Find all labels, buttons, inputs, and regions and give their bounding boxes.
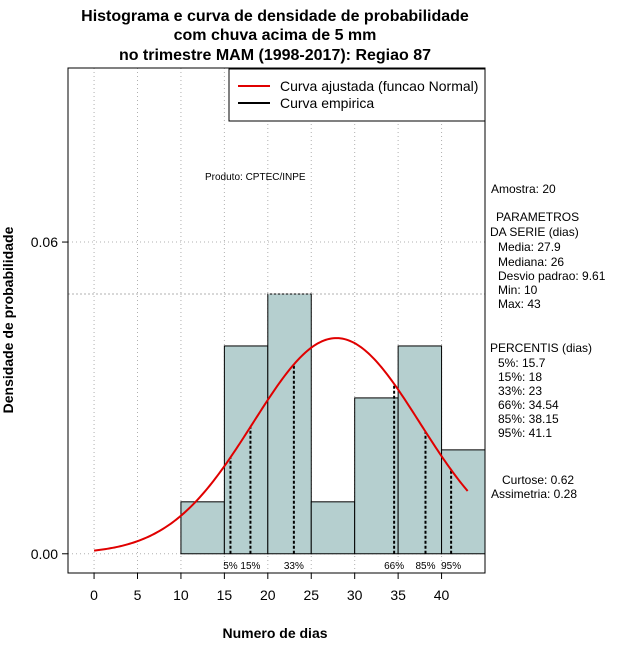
histogram-bar-3	[310, 501, 356, 555]
stat-p95: 95%: 41.1	[498, 426, 552, 440]
x-tick-label-5: 25	[303, 587, 319, 603]
x-axis-label: Numero de dias	[222, 625, 327, 641]
legend-fitted-label: Curva ajustada (funcao Normal)	[280, 78, 478, 94]
stat-percentis-title: PERCENTIS (dias)	[490, 341, 592, 355]
x-tick-label-3: 15	[217, 587, 233, 603]
x-tick-label-7: 35	[390, 587, 406, 603]
plot-frame	[67, 67, 486, 574]
legend-box	[228, 68, 486, 122]
stat-p85: 85%: 38.15	[498, 412, 559, 426]
x-tick-label-4: 20	[260, 587, 276, 603]
stat-sample: Amostra: 20	[491, 182, 556, 196]
stat-min: Min: 10	[498, 283, 538, 297]
stat-p33: 33%: 23	[498, 384, 542, 398]
percentile-label-3: 66%	[384, 561, 404, 572]
histogram-bar-4	[354, 397, 399, 555]
chart-title-line-3: no trimestre MAM (1998-2017): Regiao 87	[119, 47, 431, 64]
stat-params-title-1: PARAMETROS	[496, 210, 579, 224]
stat-media: Media: 27.9	[498, 240, 561, 254]
stat-p66: 66%: 34.54	[498, 398, 559, 412]
stat-curtose: Curtose: 0.62	[502, 473, 574, 487]
histogram-bar-2	[267, 293, 312, 555]
percentile-label-4: 85%	[415, 561, 435, 572]
legend: Curva ajustada (funcao Normal) Curva emp…	[228, 68, 486, 122]
percentile-label-2: 33%	[284, 561, 304, 572]
stat-desvio: Desvio padrao: 9.61	[498, 269, 606, 283]
stats-panel: Amostra: 20 PARAMETROS DA SERIE (dias) M…	[490, 182, 606, 501]
stat-mediana: Mediana: 26	[498, 255, 564, 269]
bars-layer	[180, 293, 486, 555]
stat-assimetria: Assimetria: 0.28	[491, 487, 577, 501]
percentile-label-1: 15%	[240, 561, 260, 572]
x-tick-label-0: 0	[90, 587, 98, 603]
fitted-normal-curve	[93, 337, 469, 552]
y-axis-label: Densidade de probabilidade	[0, 226, 16, 413]
legend-empirical-label: Curva empirica	[280, 95, 374, 111]
chart-title-line-1: Histograma e curva de densidade de proba…	[81, 8, 469, 25]
stat-p5: 5%: 15.7	[498, 356, 546, 370]
x-tick-label-1: 5	[134, 587, 142, 603]
stat-params-title-2: DA SERIE (dias)	[490, 225, 579, 239]
histogram-bar-5	[397, 345, 443, 555]
stat-p15: 15%: 18	[498, 370, 542, 384]
percentile-layer: 5% 15% 33% 66% 85% 95%	[223, 364, 461, 572]
x-tick-label-2: 10	[173, 587, 189, 603]
y-tick-label-1: 0.06	[31, 234, 58, 250]
y-tick-label-0: 0.00	[31, 546, 58, 562]
stat-max: Max: 43	[498, 297, 541, 311]
curve-layer	[93, 337, 469, 552]
axes-layer: 0 5 10 15 20 25 30 35 40 0.00 0.06	[31, 234, 450, 603]
product-label: Produto: CPTEC/INPE	[205, 172, 306, 183]
percentile-label-0: 5%	[223, 561, 238, 572]
chart-title-line-2: com chuva acima de 5 mm	[174, 27, 377, 44]
percentile-label-5: 95%	[441, 561, 461, 572]
x-tick-label-8: 40	[434, 587, 450, 603]
x-tick-label-6: 30	[347, 587, 363, 603]
